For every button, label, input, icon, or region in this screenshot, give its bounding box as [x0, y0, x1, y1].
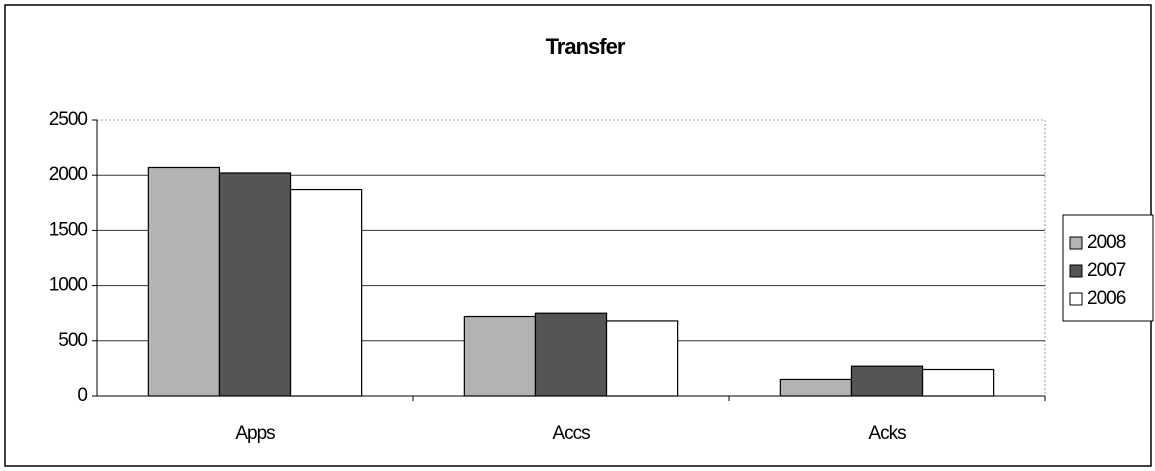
legend-swatch: [1069, 236, 1083, 250]
y-tick-label: 1500: [49, 219, 88, 240]
bar: [218, 172, 292, 397]
chart-title: Transfer: [546, 34, 626, 59]
bar: [779, 378, 853, 397]
legend-label: 2006: [1087, 288, 1126, 309]
bar: [921, 368, 995, 397]
y-tick-label: 0: [77, 385, 87, 406]
y-tick-label: 500: [58, 330, 87, 351]
legend-label: 2007: [1087, 260, 1126, 281]
bar: [605, 320, 679, 397]
legend-swatch: [1069, 264, 1083, 278]
x-tick-label: Acks: [868, 423, 906, 444]
bar: [463, 315, 537, 397]
legend-swatch: [1069, 292, 1083, 306]
bar: [289, 188, 363, 397]
bar: [147, 166, 221, 397]
legend-label: 2008: [1087, 232, 1126, 253]
x-tick-label: Accs: [552, 423, 590, 444]
bar: [534, 312, 608, 397]
bar: [850, 365, 924, 397]
y-tick-label: 2000: [49, 164, 88, 185]
x-tick-label: Apps: [235, 423, 275, 444]
y-tick-label: 2500: [49, 109, 88, 130]
y-tick-label: 1000: [49, 275, 88, 296]
